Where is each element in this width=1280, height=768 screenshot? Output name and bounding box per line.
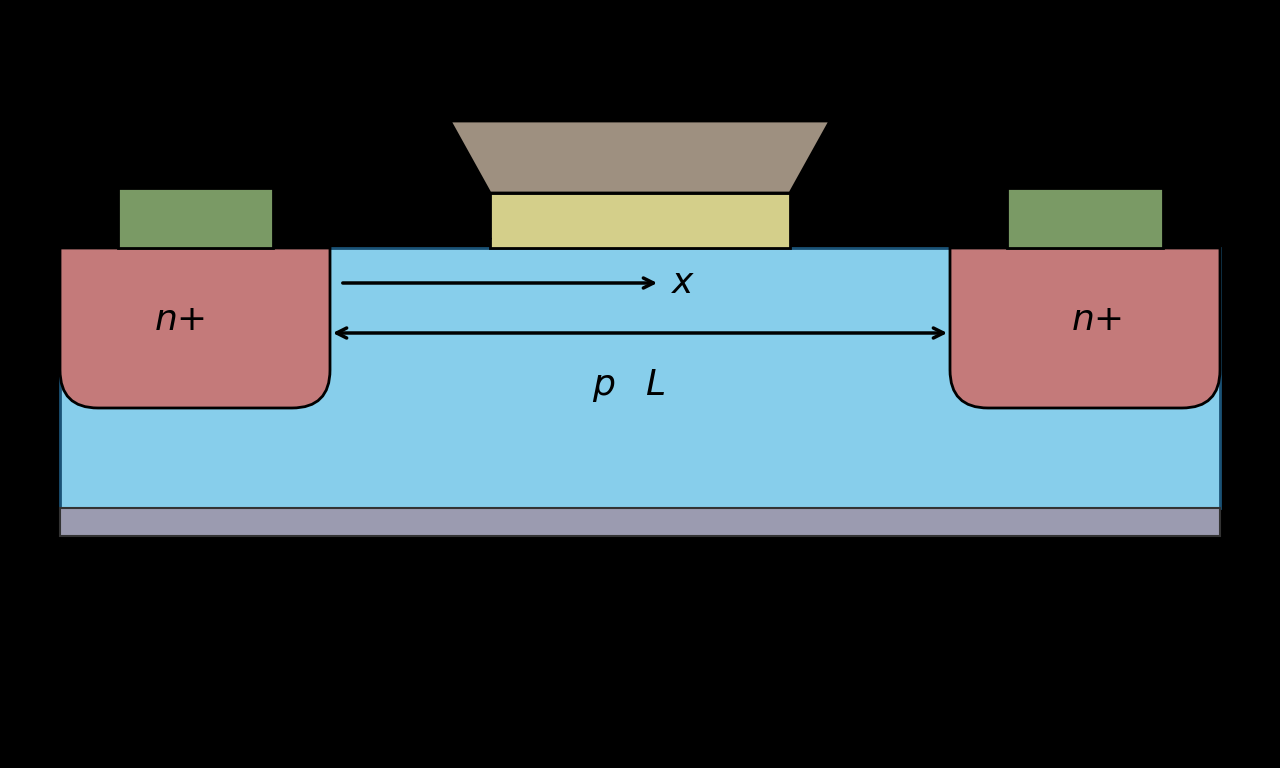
Text: L: L: [645, 368, 666, 402]
Text: p: p: [593, 368, 614, 402]
Text: n+: n+: [1071, 303, 1125, 337]
Bar: [60, 508, 1220, 536]
Text: n+: n+: [155, 303, 209, 337]
PathPatch shape: [60, 248, 330, 408]
Bar: [118, 188, 273, 248]
Bar: [1007, 188, 1162, 248]
Bar: [60, 248, 1220, 508]
Bar: [490, 193, 790, 248]
PathPatch shape: [451, 121, 829, 193]
Text: x: x: [672, 266, 694, 300]
PathPatch shape: [950, 248, 1220, 408]
